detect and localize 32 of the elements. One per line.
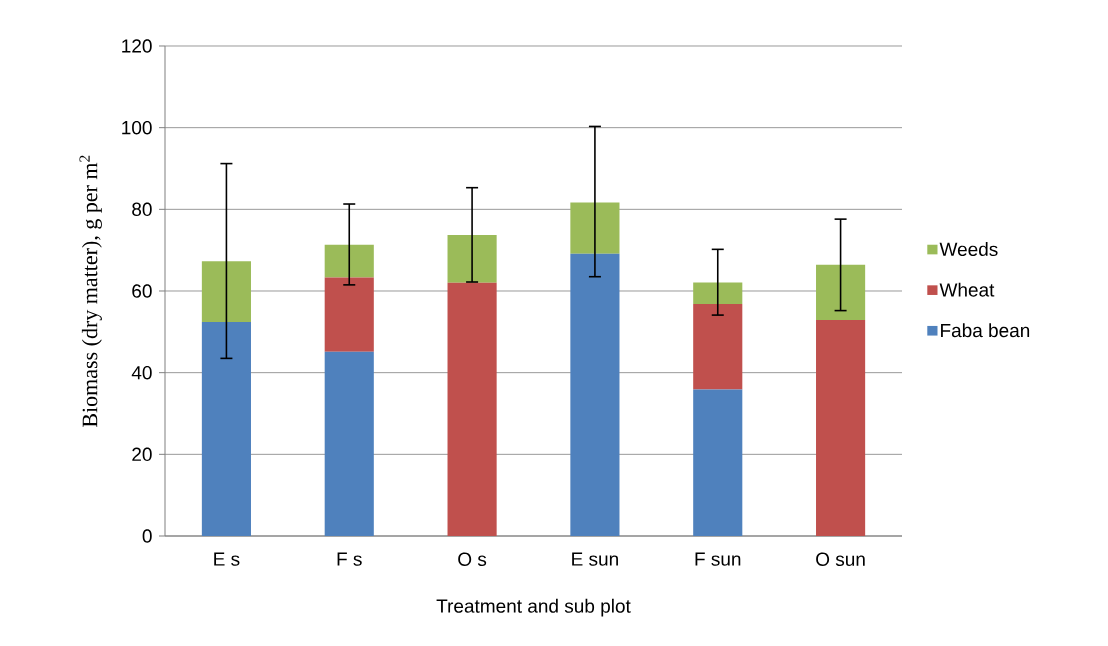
- legend-label: Weeds: [939, 242, 998, 257]
- y-tick-label: 60: [132, 284, 152, 298]
- x-tick-label: E sun: [572, 552, 618, 566]
- bar: [816, 319, 866, 536]
- y-axis-title: Biomass (dry matter), g per m$^{2}$: [79, 155, 102, 428]
- bar: [570, 253, 620, 536]
- bar: [324, 351, 374, 536]
- x-axis-title: Treatment and sub plot: [436, 598, 631, 617]
- bar: [201, 322, 251, 536]
- x-tick-label: F sun: [695, 552, 741, 566]
- bar: [324, 244, 374, 278]
- bar: [570, 202, 620, 254]
- bar: [324, 277, 374, 352]
- x-tick-label: O sun: [816, 552, 865, 566]
- bar: [693, 304, 743, 390]
- x-tick-label: O s: [458, 552, 487, 566]
- bar: [816, 264, 866, 320]
- legend-label: Faba bean: [941, 323, 1030, 338]
- x-tick-label: E s: [214, 552, 240, 566]
- bar: [693, 282, 743, 305]
- bar: [447, 235, 497, 283]
- bar: [693, 389, 743, 536]
- bar: [447, 282, 497, 536]
- y-tick-label: 80: [132, 202, 152, 217]
- x-tick-label: F s: [337, 552, 362, 566]
- y-tick-label: 120: [122, 39, 152, 53]
- bar: [201, 261, 251, 323]
- legend-label: Wheat: [939, 282, 995, 297]
- y-tick-label: 100: [122, 120, 152, 135]
- y-tick-label: 20: [132, 447, 152, 462]
- y-tick-label: 0: [142, 529, 152, 543]
- y-tick-label: 40: [131, 365, 152, 380]
